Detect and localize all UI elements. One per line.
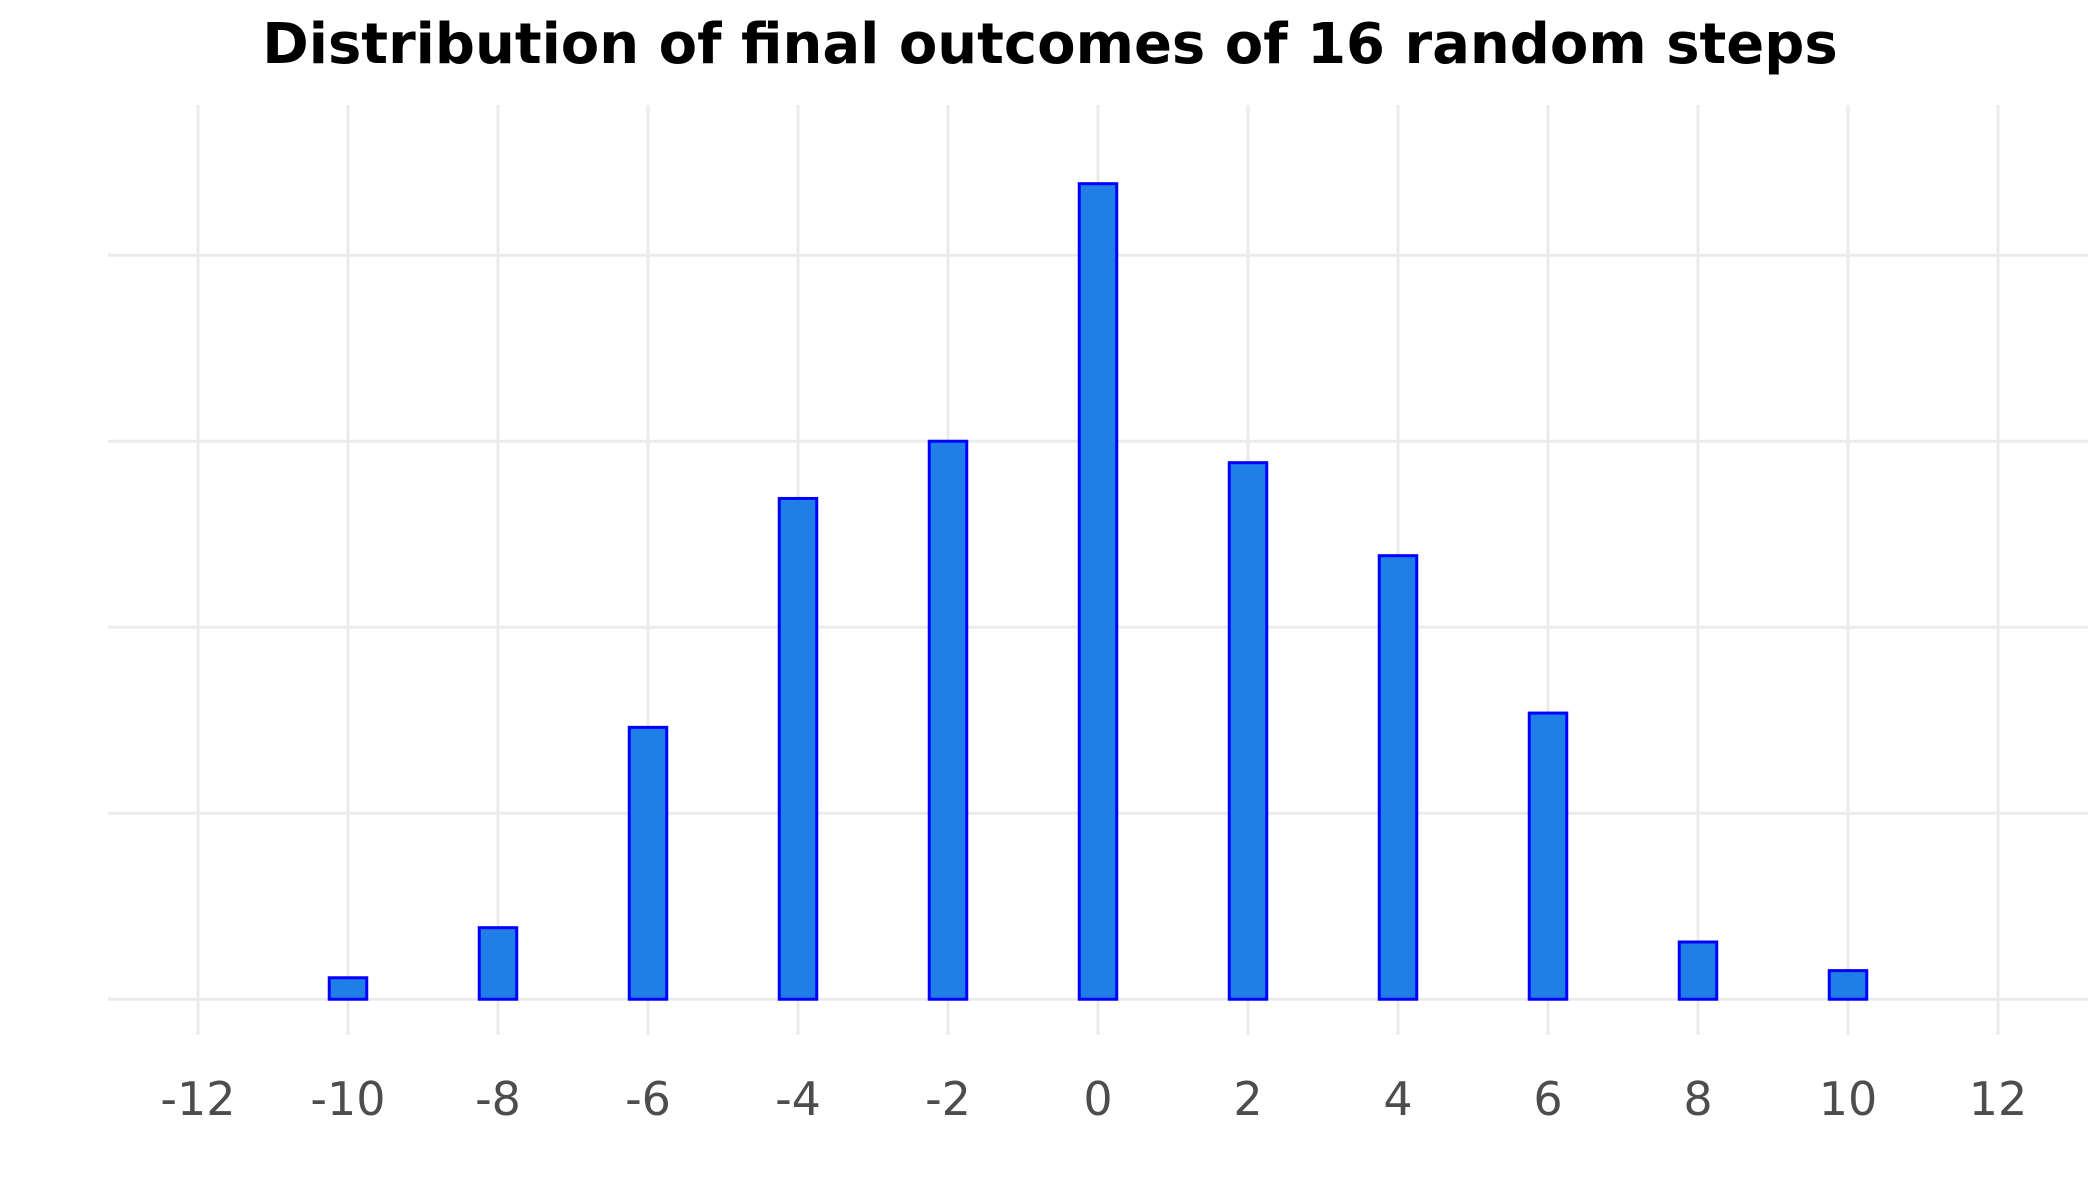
x-tick-label: -8 bbox=[475, 1072, 521, 1126]
bar bbox=[627, 725, 669, 1001]
x-tick-label: 12 bbox=[1969, 1072, 2028, 1126]
x-tick-label: -4 bbox=[775, 1072, 821, 1126]
bar bbox=[927, 439, 969, 1001]
bar bbox=[1377, 554, 1419, 1001]
bar bbox=[1077, 182, 1119, 1001]
bar bbox=[1677, 940, 1719, 1001]
x-tick-label: 4 bbox=[1383, 1072, 1412, 1126]
x-tick-label: 6 bbox=[1533, 1072, 1562, 1126]
bar bbox=[1527, 711, 1569, 1001]
x-tick-label: 10 bbox=[1819, 1072, 1878, 1126]
x-tick-label: -12 bbox=[160, 1072, 235, 1126]
bar bbox=[477, 926, 519, 1001]
x-tick-label: 2 bbox=[1233, 1072, 1262, 1126]
x-tick-label: -10 bbox=[310, 1072, 385, 1126]
bars bbox=[327, 182, 1869, 1001]
x-tick-label: -6 bbox=[625, 1072, 671, 1126]
x-tick-label: -2 bbox=[925, 1072, 971, 1126]
x-tick-label: 8 bbox=[1683, 1072, 1712, 1126]
x-tick-label: 0 bbox=[1083, 1072, 1112, 1126]
chart-title: Distribution of final outcomes of 16 ran… bbox=[262, 12, 1838, 77]
x-tick-labels: -12 -10 -8 -6 -4 -2 0 2 4 6 8 10 12 bbox=[160, 1072, 2027, 1126]
bar bbox=[1827, 969, 1869, 1001]
bar bbox=[327, 976, 369, 1001]
bar bbox=[1227, 461, 1269, 1001]
bar bbox=[777, 496, 819, 1001]
